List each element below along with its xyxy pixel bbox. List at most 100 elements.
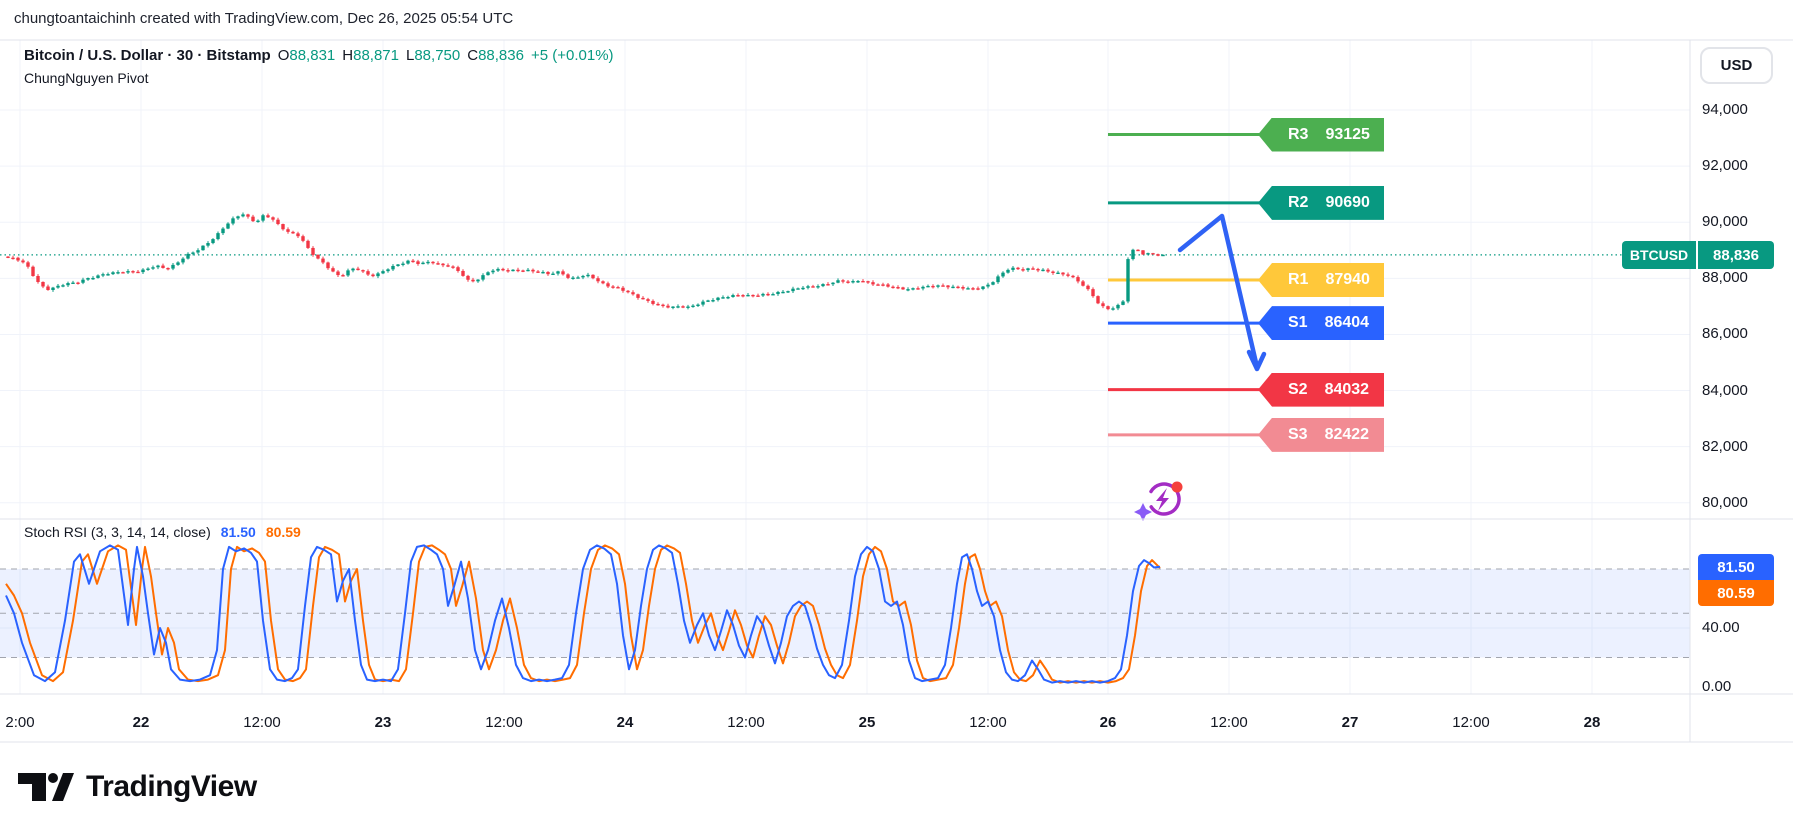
price-axis-label: 92,000: [1702, 157, 1748, 175]
candle-body: [436, 263, 440, 265]
candle-body: [11, 257, 15, 260]
price-change: +5 (+0.01%): [530, 47, 614, 64]
candle-body: [181, 258, 185, 263]
last-price-value-badge: 88,836: [1698, 241, 1774, 269]
candle-body: [216, 233, 220, 240]
candle-body: [66, 283, 70, 286]
candle-body: [916, 288, 920, 290]
candle-body: [721, 297, 725, 299]
candle-body: [111, 272, 115, 275]
candle-body: [296, 233, 300, 237]
time-axis-label: 22: [132, 714, 150, 731]
stoch-rsi-header[interactable]: Stoch RSI (3, 3, 14, 14, close) 81.50 80…: [24, 524, 301, 540]
candle-body: [621, 287, 625, 291]
candle-body: [686, 306, 690, 308]
candle-body: [961, 286, 965, 289]
stoch-d-value: 80.59: [265, 524, 301, 540]
candle-body: [641, 297, 645, 300]
pivot-label-r1[interactable]: R1 87940: [1258, 263, 1384, 297]
currency-toggle-button[interactable]: USD: [1700, 47, 1773, 84]
candle-body: [651, 300, 655, 304]
candle-body: [366, 271, 370, 275]
candle-body: [1001, 272, 1005, 277]
candle-body: [516, 269, 520, 272]
candle-body: [316, 254, 320, 259]
time-axis-label: 12:00: [485, 714, 523, 731]
candle-body: [476, 279, 480, 282]
candle-body: [61, 285, 65, 287]
candle-body: [691, 305, 695, 308]
candle-body: [16, 257, 20, 261]
candle-body: [86, 278, 90, 280]
candle-body: [571, 277, 575, 280]
stoch-k-value: 81.50: [220, 524, 256, 540]
stoch-d-axis-badge: 80.59: [1698, 580, 1774, 606]
candle-body: [266, 215, 270, 218]
tradingview-logo[interactable]: TradingView: [18, 770, 257, 804]
candle-body: [876, 284, 880, 286]
symbol-title[interactable]: Bitcoin / U.S. Dollar · 30 · Bitstamp: [24, 47, 271, 64]
candle-body: [1106, 306, 1110, 310]
candle-body: [811, 286, 815, 288]
candle-body: [51, 287, 55, 291]
candle-body: [696, 304, 700, 306]
candle-body: [1031, 268, 1035, 270]
candle-body: [856, 280, 860, 283]
candle-body: [881, 284, 885, 286]
candle-body: [791, 288, 795, 292]
candle-body: [956, 286, 960, 289]
candle-body: [136, 271, 140, 274]
candle-body: [31, 266, 35, 277]
stoch-k-line: [5, 544, 1161, 684]
candle-body: [186, 253, 190, 259]
time-axis-label: 26: [1099, 714, 1117, 731]
candle-body: [921, 286, 925, 289]
pivot-label-s3[interactable]: S3 82422: [1258, 417, 1384, 452]
candle-body: [1111, 308, 1115, 310]
candle-body: [746, 294, 750, 297]
candle-body: [101, 274, 105, 276]
candle-body: [816, 286, 820, 288]
candle-body: [166, 267, 170, 270]
candle-body: [1131, 249, 1135, 260]
candle-body: [346, 270, 350, 276]
candle-body: [1101, 303, 1105, 307]
drawn-arrow-annotation[interactable]: [1177, 213, 1260, 370]
candle-body: [286, 229, 290, 232]
candle-body: [511, 269, 515, 272]
candle-body: [766, 293, 770, 296]
time-axis-label: 12:00: [727, 714, 765, 731]
candle-body: [776, 291, 780, 295]
tradingview-logo-text: TradingView: [86, 770, 257, 803]
candle-body: [161, 265, 165, 268]
pivot-label-s2[interactable]: S2 84032: [1258, 372, 1384, 407]
stoch-axis-label: 40.00: [1702, 619, 1740, 636]
candle-body: [71, 282, 75, 284]
candle-body: [446, 265, 450, 267]
price-axis-label: 90,000: [1702, 213, 1748, 231]
candle-body: [1141, 250, 1145, 255]
pivot-label-s1[interactable]: S1 86404: [1258, 306, 1384, 341]
last-price-symbol-badge: BTCUSD: [1622, 241, 1696, 269]
candle-body: [861, 280, 865, 283]
price-axis-label: 84,000: [1702, 381, 1748, 399]
candle-body: [201, 245, 205, 251]
candle-body: [526, 269, 530, 272]
candle-body: [406, 260, 410, 264]
candle-body: [546, 271, 550, 275]
candle-body: [996, 276, 1000, 283]
candle-body: [1136, 249, 1140, 252]
candle-body: [441, 263, 445, 266]
pivot-indicator-title[interactable]: ChungNguyen Pivot: [24, 70, 149, 86]
candle-body: [901, 287, 905, 290]
magic-refresh-icon[interactable]: [1144, 479, 1185, 520]
candle-body: [386, 269, 390, 272]
candle-body: [1146, 253, 1150, 255]
candle-body: [831, 282, 835, 285]
candle-body: [456, 267, 460, 271]
candle-body: [986, 284, 990, 287]
pivot-label-r3[interactable]: R3 93125: [1258, 117, 1384, 152]
pivot-label-r2[interactable]: R2 90690: [1258, 185, 1384, 220]
candle-body: [381, 271, 385, 274]
